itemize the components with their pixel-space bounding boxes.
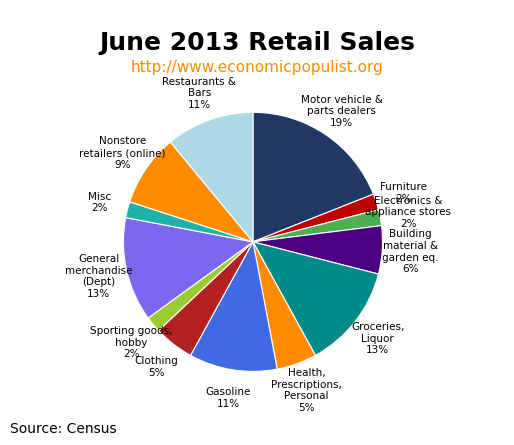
Wedge shape (253, 194, 378, 242)
Text: Misc
2%: Misc 2% (88, 192, 112, 213)
Wedge shape (253, 226, 382, 274)
Text: Clothing
5%: Clothing 5% (134, 356, 178, 377)
Text: http://www.economicpopulist.org: http://www.economicpopulist.org (131, 60, 383, 75)
Text: Electronics &
appliance stores
2%: Electronics & appliance stores 2% (365, 196, 451, 229)
Wedge shape (253, 112, 374, 242)
Wedge shape (170, 112, 253, 242)
Text: Building
material &
garden eq.
6%: Building material & garden eq. 6% (382, 229, 439, 274)
Wedge shape (126, 202, 253, 242)
Wedge shape (191, 242, 277, 372)
Text: Restaurants &
Bars
11%: Restaurants & Bars 11% (162, 77, 236, 110)
Text: Furniture
2%: Furniture 2% (380, 182, 427, 204)
Text: Motor vehicle &
parts dealers
19%: Motor vehicle & parts dealers 19% (301, 94, 383, 128)
Text: June 2013 Retail Sales: June 2013 Retail Sales (99, 31, 415, 55)
Text: General
merchandise
(Dept)
13%: General merchandise (Dept) 13% (65, 254, 133, 299)
Text: Health,
Prescriptions,
Personal
5%: Health, Prescriptions, Personal 5% (271, 368, 342, 413)
Wedge shape (148, 242, 253, 331)
Wedge shape (253, 242, 316, 369)
Wedge shape (130, 142, 253, 242)
Wedge shape (253, 210, 381, 242)
Text: Nonstore
retailers (online)
9%: Nonstore retailers (online) 9% (79, 137, 166, 170)
Text: Source: Census: Source: Census (10, 422, 117, 436)
Wedge shape (158, 242, 253, 356)
Text: Sporting goods,
hobby
2%: Sporting goods, hobby 2% (90, 326, 172, 359)
Text: Groceries,
Liquor
13%: Groceries, Liquor 13% (351, 322, 405, 355)
Wedge shape (123, 218, 253, 318)
Wedge shape (253, 242, 378, 356)
Text: Gasoline
11%: Gasoline 11% (206, 387, 251, 409)
